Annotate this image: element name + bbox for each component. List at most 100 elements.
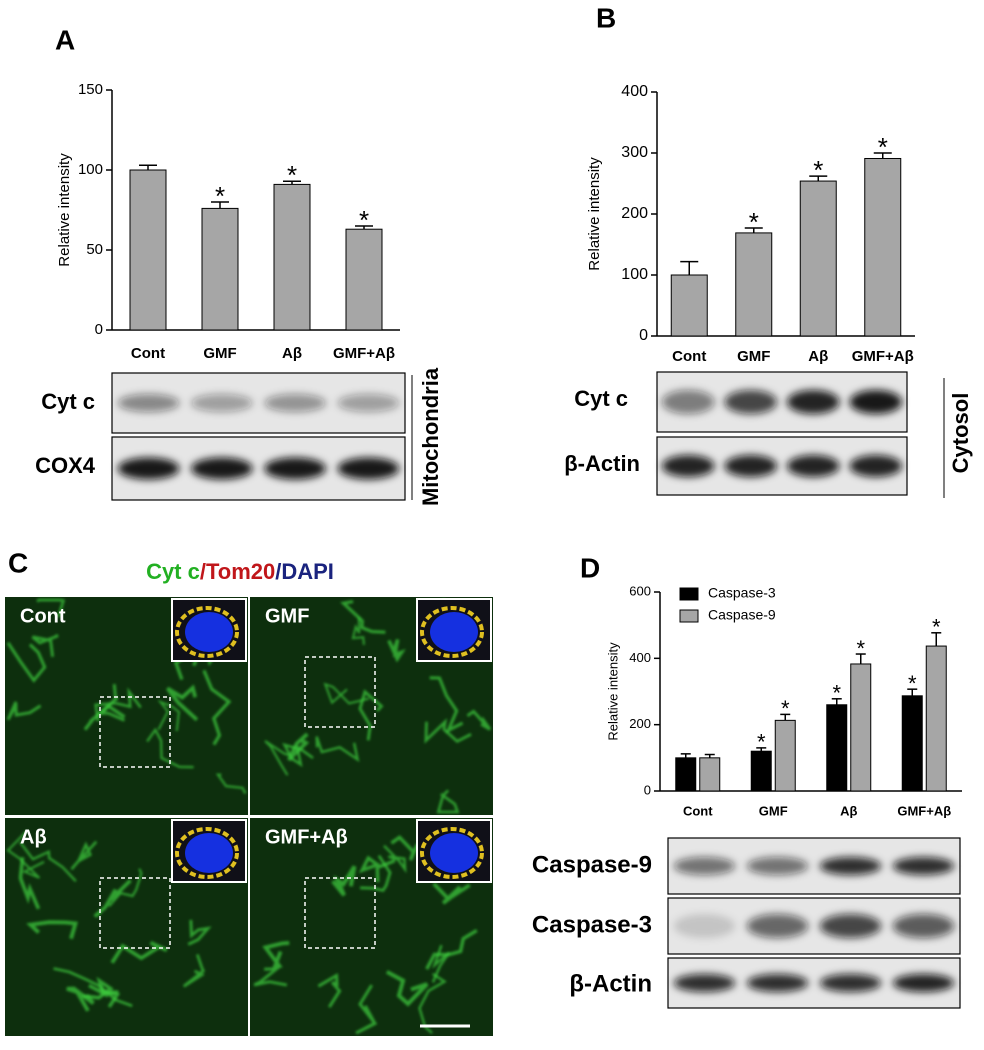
bar: [864, 157, 902, 337]
panel-letter: A: [55, 24, 75, 55]
title-part: /Tom20: [200, 559, 275, 584]
mitochondria: [340, 599, 386, 634]
band: [787, 390, 840, 414]
bar: [129, 169, 167, 331]
band: [673, 914, 736, 938]
band: [662, 390, 715, 414]
mitochondria: [166, 684, 199, 722]
mitochondria: [31, 634, 59, 658]
blot-label: Caspase-9: [532, 851, 652, 878]
band: [849, 390, 902, 414]
title-part: /DAPI: [275, 559, 334, 584]
band: [892, 857, 955, 875]
y-axis-label: Relative intensity: [56, 153, 73, 267]
bar: [850, 663, 872, 792]
blot-bands: [673, 857, 955, 875]
significance-mark: *: [757, 730, 766, 755]
band: [673, 974, 736, 992]
zoom-box: [99, 696, 171, 768]
mitochondria: [385, 970, 429, 1007]
mitochondria: [6, 701, 42, 721]
mitochondria: [88, 983, 121, 1008]
mitochondria: [355, 984, 378, 1035]
blot-bands: [117, 394, 400, 412]
significance-mark: *: [932, 615, 941, 640]
band: [819, 857, 882, 875]
x-tick-label: GMF+Aβ: [333, 345, 395, 362]
nucleus: [430, 833, 478, 873]
image-label: GMF: [265, 605, 309, 627]
bar: [670, 274, 708, 337]
mitochondria: [358, 855, 396, 883]
significance-mark: *: [749, 207, 759, 237]
mitochondria: [182, 954, 206, 988]
band: [819, 914, 882, 938]
x-tick-label: GMF: [737, 348, 770, 365]
mitochondria: [19, 841, 77, 882]
mitochondria: [418, 972, 447, 1034]
mitochondria: [262, 941, 290, 968]
significance-mark: *: [287, 160, 297, 190]
tom20: [175, 827, 239, 879]
x-tick-label: Cont: [131, 345, 165, 362]
mitochondria: [70, 840, 98, 871]
blot-label: β-Actin: [569, 970, 652, 997]
mitochondria: [18, 857, 41, 910]
significance-mark: *: [878, 132, 888, 162]
bar: [826, 704, 848, 792]
legend-label: Caspase-9: [708, 607, 776, 623]
blot-bands: [117, 457, 400, 480]
image-label: Aβ: [20, 826, 47, 848]
band: [191, 457, 253, 480]
band: [117, 457, 180, 480]
bar: [699, 757, 721, 792]
band: [724, 455, 777, 477]
mitochondria: [93, 879, 132, 918]
band: [892, 974, 955, 992]
mitochondria: [282, 742, 314, 768]
significance-mark: *: [813, 155, 823, 185]
x-tick-label: Cont: [683, 803, 713, 818]
nucleus: [185, 833, 233, 873]
blot-bands: [662, 390, 902, 414]
mitochondria: [425, 928, 478, 970]
y-tick-label: 50: [86, 241, 103, 258]
bar: [675, 757, 697, 792]
band: [337, 394, 400, 412]
significance-mark: *: [908, 671, 917, 696]
mitochondria: [331, 865, 357, 897]
mitochondria: [110, 940, 168, 964]
mitochondria: [6, 641, 47, 683]
x-tick-label: GMF+Aβ: [897, 803, 951, 818]
tom20: [420, 606, 484, 658]
bar: [925, 645, 947, 792]
mitochondria: [157, 699, 180, 732]
band: [724, 390, 777, 414]
band: [787, 455, 840, 477]
nucleus: [430, 612, 478, 652]
mitochondria: [264, 740, 290, 776]
x-tick-label: GMF: [759, 803, 788, 818]
band: [191, 394, 253, 412]
mitochondria: [351, 616, 365, 645]
mitochondria: [436, 789, 460, 814]
blot-label: Caspase-3: [532, 911, 652, 938]
y-tick-label: 150: [78, 81, 103, 98]
tom20: [420, 827, 484, 879]
x-tick-label: GMF+Aβ: [852, 348, 914, 365]
y-tick-label: 100: [78, 161, 103, 178]
y-tick-label: 200: [629, 716, 651, 731]
image-label: GMF+Aβ: [265, 826, 348, 848]
mitochondria: [432, 882, 471, 905]
x-tick-label: GMF: [203, 345, 236, 362]
zoom-box: [99, 877, 171, 949]
mitochondria: [66, 986, 95, 1012]
band: [746, 914, 809, 938]
panel-letter: B: [596, 2, 616, 33]
blot-bands: [673, 974, 955, 992]
y-tick-label: 400: [629, 650, 651, 665]
mitochondria: [387, 638, 406, 663]
image-label: Cont: [20, 605, 66, 627]
mitochondria: [36, 598, 66, 618]
